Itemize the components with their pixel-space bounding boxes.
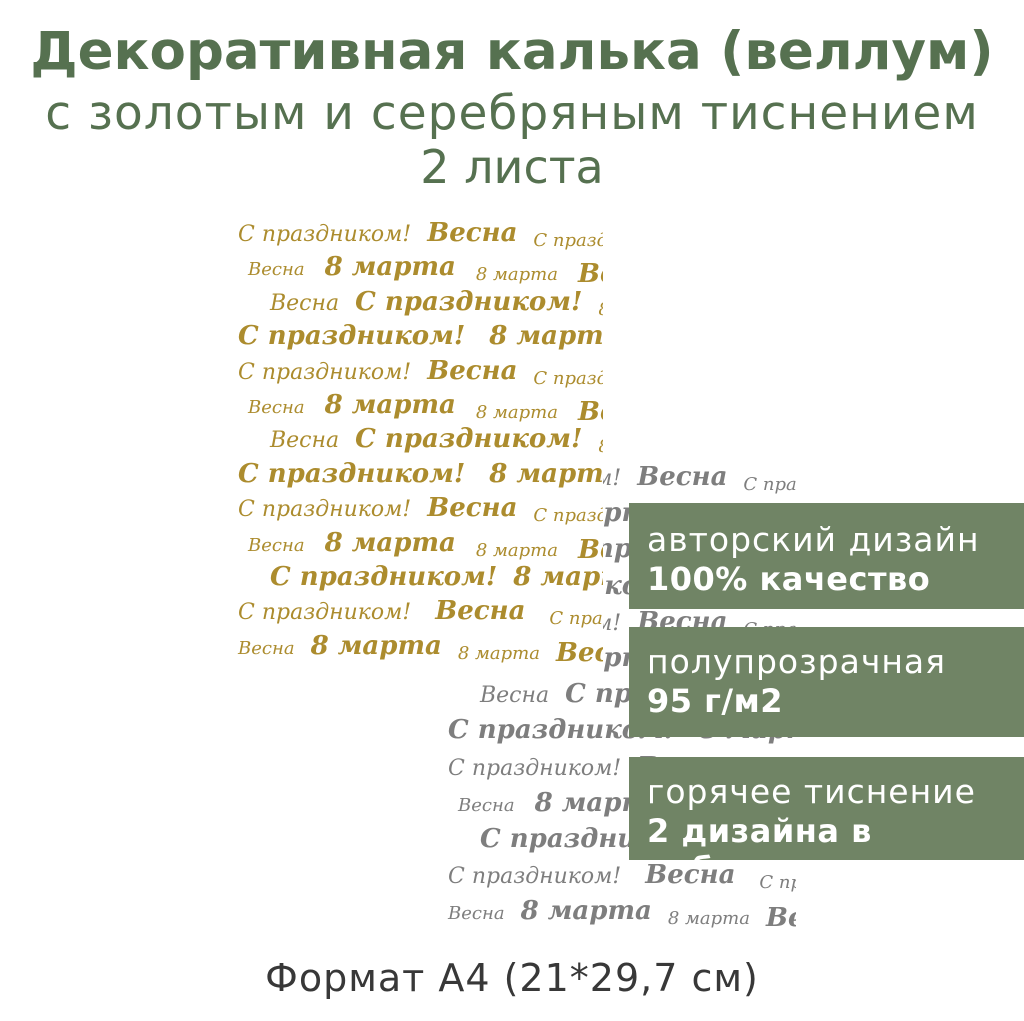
badge-feature-label: горячее тиснение: [647, 772, 976, 811]
foil-text: 8 марта: [475, 539, 558, 561]
foil-text: 8 марта: [324, 389, 456, 420]
foil-text: Весна: [480, 683, 550, 709]
title-line-1: Декоративная калька (веллум): [30, 21, 994, 82]
badge-feature-value: 100% качество печати: [647, 559, 931, 609]
foil-text: 8 марта: [513, 561, 603, 592]
foil-text: С праздником!: [238, 600, 412, 626]
foil-text: С праздником!: [533, 505, 603, 527]
foil-text-row: Весна 8 марта 8 марта Весна: [236, 252, 603, 290]
foil-text-row: С праздником! Весна С праздником!: [446, 860, 796, 896]
foil-text-row: С праздником! Весна С праздником!: [236, 356, 603, 390]
header: Декоративная калька (веллум) с золотым и…: [0, 20, 1024, 194]
foil-text: С праздником!: [448, 755, 622, 781]
foil-text: Весна: [458, 794, 515, 816]
foil-text: С праздником!: [238, 321, 466, 352]
foil-text: Весна: [427, 218, 518, 248]
foil-text: 8 марта: [489, 321, 603, 352]
foil-text: 8 марта: [475, 401, 558, 423]
foil-text: С праздником!: [355, 286, 583, 317]
foil-text: 8 марта: [489, 458, 603, 489]
foil-text-row: Весна 8 марта 8 марта Весна: [236, 389, 603, 427]
foil-text: Весна: [637, 462, 728, 492]
foil-text: Весна: [448, 903, 505, 925]
foil-text: 8 марта: [310, 630, 442, 661]
foil-text-row: С праздником! Весна С праздником!: [236, 596, 603, 630]
title-line-3: 2 листа: [420, 140, 604, 195]
foil-text: Весна: [248, 396, 305, 418]
foil-text: С праздником!: [743, 474, 796, 495]
foil-text: С праздником!: [448, 864, 622, 890]
format-caption: Формат А4 (21*29,7 см): [265, 956, 759, 1000]
foil-text-row: Весна С праздником! 8 марта: [236, 287, 603, 321]
foil-text: 8 марта: [324, 252, 456, 283]
foil-text: Весна: [248, 534, 305, 556]
badge-feature-value: 95 г/м2: [647, 681, 783, 720]
foil-text: С праздником!: [533, 367, 603, 389]
foil-text: 8 марта: [457, 642, 540, 664]
foil-text: С праздником!: [759, 872, 796, 894]
foil-text: Весна: [577, 396, 603, 427]
foil-text-row: Весна 8 марта 8 марта Весна: [236, 630, 603, 668]
foil-text-row: Весна С праздником! 8 марта: [236, 424, 603, 458]
foil-text: С праздником!: [549, 608, 603, 630]
foil-text: Весна: [270, 290, 340, 316]
foil-text: С праздником!: [238, 222, 412, 247]
foil-text-row: С праздником! Весна С праздником!: [236, 493, 603, 527]
foil-text: Весна: [427, 493, 518, 524]
foil-text: Весна: [555, 637, 603, 668]
foil-text: С праздником!: [238, 359, 412, 385]
badge-feature-value: 2 дизайна в наборе: [647, 811, 872, 860]
foil-text: Весна: [577, 259, 603, 290]
foil-text: 8 марта: [667, 908, 750, 930]
foil-text: Весна: [248, 259, 305, 281]
foil-text-row: Весна 8 марта 8 марта Весна: [446, 896, 796, 934]
foil-text-row: С праздником! Весна С праздником!: [236, 218, 603, 252]
badge-feature-label: авторский дизайн: [647, 520, 980, 559]
foil-text-row: Весна 8 марта 8 марта Весна: [236, 527, 603, 565]
foil-text: 8 марта: [475, 264, 558, 286]
foil-text: Весна: [577, 534, 603, 565]
foil-text: С праздником!: [270, 561, 498, 592]
foil-text: С праздником!: [238, 497, 412, 523]
foil-text: Весна: [238, 637, 295, 659]
badge-feature-label: полупрозрачная: [647, 642, 946, 681]
foil-text: С праздником!: [355, 424, 583, 455]
foil-text: Весна: [765, 903, 796, 934]
foil-text: Весна: [645, 860, 736, 891]
foil-text: 8 марта: [324, 527, 456, 558]
foil-text: С праздником!: [533, 230, 603, 251]
title-line-2: с золотым и серебряным тиснением: [45, 85, 979, 141]
foil-text: 8 марта: [598, 299, 603, 320]
foil-text: Весна: [435, 596, 526, 627]
foil-text: Весна: [270, 428, 340, 454]
foil-text: 8 марта: [520, 896, 652, 927]
foil-text: Весна: [427, 355, 518, 386]
foil-text: 8 марта: [598, 436, 603, 457]
foil-text: С праздником!: [238, 458, 466, 489]
feature-badge: полупрозрачная 95 г/м2: [629, 627, 1024, 737]
